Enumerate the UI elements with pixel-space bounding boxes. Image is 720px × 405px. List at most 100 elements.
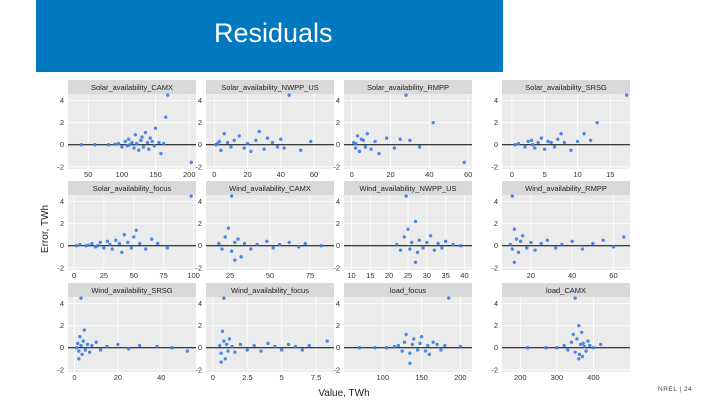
data-point <box>353 141 358 146</box>
data-point <box>580 354 585 359</box>
data-point <box>257 129 261 134</box>
facet-strip <box>206 80 334 94</box>
data-point <box>227 337 232 341</box>
facet-label: load_CAMX <box>546 286 586 295</box>
y-tick-label: 4 <box>198 197 202 206</box>
facet-label: load_focus <box>390 286 427 295</box>
data-point <box>426 343 430 348</box>
data-point <box>233 240 237 245</box>
data-point <box>573 350 577 354</box>
data-point <box>215 141 220 146</box>
y-tick-label: 0 <box>60 140 64 149</box>
plot-background <box>344 94 472 169</box>
x-tick-label: 5 <box>280 373 284 382</box>
data-point <box>102 246 106 250</box>
data-point <box>443 239 448 244</box>
data-point <box>508 242 512 247</box>
x-tick-label: 150 <box>149 170 162 179</box>
data-point <box>373 346 377 350</box>
x-tick-label: 5 <box>543 170 547 179</box>
y-tick-label: 4 <box>198 96 202 105</box>
data-point <box>155 344 159 349</box>
y-tick-label: 2 <box>494 321 498 330</box>
data-point <box>357 346 362 350</box>
y-tick-label: 0 <box>60 241 64 250</box>
data-point <box>132 235 136 239</box>
x-tick-label: 20 <box>527 271 535 280</box>
data-point <box>218 343 222 348</box>
data-point <box>232 138 236 143</box>
data-point <box>539 241 543 246</box>
facet-panel: Wind_availability_CAMX -2 0 2 4 25 50 75 <box>195 181 334 280</box>
data-point <box>270 140 275 145</box>
data-point <box>373 139 377 144</box>
data-point <box>300 348 305 352</box>
facet-label: Solar_availability_RMPP <box>367 83 449 92</box>
x-tick-label: 100 <box>187 271 200 280</box>
data-point <box>108 242 112 247</box>
data-point <box>611 245 616 249</box>
data-point <box>78 335 82 339</box>
data-point <box>398 137 402 141</box>
data-point <box>120 145 124 149</box>
data-point <box>223 235 227 239</box>
facet-strip <box>502 283 630 297</box>
data-point <box>273 344 277 349</box>
facet-panel: Solar_availability_SRSG -2 0 2 4 0 5 10 15 <box>491 80 630 179</box>
y-tick-label: 2 <box>336 321 340 330</box>
x-tick-label: 50 <box>266 271 274 280</box>
y-tick-label: -2 <box>491 263 498 272</box>
data-point <box>116 342 120 347</box>
data-point <box>105 344 109 349</box>
y-tick-label: 2 <box>60 321 64 330</box>
data-point <box>404 194 408 198</box>
data-point <box>413 219 418 224</box>
data-point <box>417 238 421 242</box>
facet-panel: load_CAMX -2 0 2 4 200 300 400 <box>491 283 630 382</box>
data-point <box>539 136 544 140</box>
data-point <box>230 344 234 349</box>
data-point <box>513 143 517 147</box>
x-tick-label: 40 <box>157 373 165 382</box>
data-point <box>86 243 91 247</box>
facet-label: Wind_availability_focus <box>231 286 309 295</box>
data-point <box>584 349 588 353</box>
data-point <box>81 339 85 343</box>
data-point <box>432 248 437 252</box>
data-point <box>138 241 142 246</box>
data-point <box>402 340 407 344</box>
data-point <box>582 344 586 349</box>
y-tick-label: 4 <box>60 197 64 206</box>
x-tick-label: 40 <box>277 170 285 179</box>
data-point <box>419 335 424 339</box>
x-tick-label: 0 <box>211 373 215 382</box>
data-point <box>219 148 223 152</box>
y-tick-label: 0 <box>198 343 202 352</box>
data-point <box>402 235 406 239</box>
data-point <box>549 140 553 145</box>
x-tick-label: 200 <box>514 373 527 382</box>
data-point <box>143 130 148 135</box>
data-point <box>293 344 298 349</box>
data-point <box>229 249 234 253</box>
data-point <box>392 146 397 150</box>
data-point <box>578 342 583 347</box>
x-tick-label: 15 <box>366 271 374 280</box>
data-point <box>355 134 360 138</box>
data-point <box>242 146 246 150</box>
data-point <box>76 341 80 346</box>
data-point <box>398 248 403 252</box>
data-point <box>77 349 81 353</box>
x-axis-label: Value, TWh <box>318 388 369 399</box>
x-tick-label: 0 <box>72 373 76 382</box>
facet-label: Wind_availability_RMPP <box>525 184 607 193</box>
title-banner <box>36 0 503 72</box>
y-tick-label: -2 <box>195 365 202 374</box>
data-point <box>447 296 451 300</box>
y-tick-label: 2 <box>198 321 202 330</box>
data-point <box>425 240 429 245</box>
y-tick-label: 0 <box>198 241 202 250</box>
x-tick-label: 10 <box>573 170 581 179</box>
x-tick-label: 35 <box>441 271 449 280</box>
data-point <box>153 126 158 130</box>
